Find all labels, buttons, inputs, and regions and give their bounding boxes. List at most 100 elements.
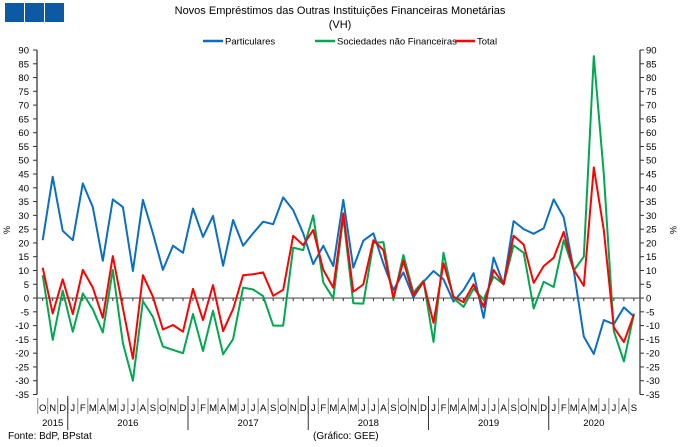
chart-subtitle: (VH)	[328, 19, 352, 31]
month-label: N	[410, 403, 417, 414]
y-tick-label-right: -35	[646, 390, 660, 401]
month-label: O	[520, 403, 527, 414]
y-tick-label-left: 5	[24, 280, 29, 291]
y-tick-label-right: 5	[646, 280, 651, 291]
y-tick-label-left: 55	[18, 142, 29, 153]
y-tick-label-left: 35	[18, 197, 29, 208]
y-tick-label-left: 60	[18, 128, 29, 139]
y-tick-label-right: 55	[646, 142, 657, 153]
y-tick-label-left: 90	[18, 46, 29, 57]
y-tick-label-right: 45	[646, 170, 657, 181]
chart-credit: (Gráfico: GEE)	[313, 431, 379, 442]
month-label: S	[150, 403, 156, 414]
month-label: M	[570, 403, 578, 414]
y-tick-label-right: 65	[646, 114, 657, 125]
year-label: 2015	[42, 418, 63, 429]
y-axis-label-right: %	[668, 226, 678, 234]
y-tick-label-right: 35	[646, 197, 657, 208]
y-tick-label-right: 85	[646, 59, 657, 70]
year-label: 2017	[238, 418, 259, 429]
y-tick-label-right: 70	[646, 101, 657, 112]
month-label: A	[340, 403, 347, 414]
y-tick-label-left: -15	[15, 335, 29, 346]
y-tick-label-right: 60	[646, 128, 657, 139]
chart-title: Novos Empréstimos das Outras Instituiçõe…	[174, 5, 506, 17]
y-tick-label-left: -10	[15, 321, 29, 332]
month-label: A	[380, 403, 387, 414]
month-label: M	[329, 403, 337, 414]
month-label: M	[450, 403, 458, 414]
y-tick-label-left: -20	[15, 349, 29, 360]
month-label: A	[581, 403, 588, 414]
y-tick-label-right: 0	[646, 294, 651, 305]
month-label: M	[109, 403, 117, 414]
y-tick-label-right: 20	[646, 238, 657, 249]
y-tick-label-right: 30	[646, 211, 657, 222]
month-label: O	[159, 403, 166, 414]
month-label: M	[89, 403, 97, 414]
month-label: J	[251, 403, 256, 414]
month-label: D	[540, 403, 547, 414]
month-label: J	[70, 403, 75, 414]
month-label: D	[180, 403, 187, 414]
month-label: J	[491, 403, 496, 414]
month-label: J	[481, 403, 486, 414]
year-label: 2020	[583, 418, 604, 429]
y-tick-label-left: 25	[18, 225, 29, 236]
month-label: M	[349, 403, 357, 414]
month-label: O	[279, 403, 286, 414]
source-note: Fonte: BdP, BPstat	[8, 431, 92, 442]
year-label: 2016	[117, 418, 138, 429]
month-label: F	[80, 403, 86, 414]
y-tick-label-right: 90	[646, 46, 657, 57]
y-tick-label-left: 10	[18, 266, 29, 277]
month-label: F	[441, 403, 447, 414]
month-label: J	[311, 403, 316, 414]
month-label: J	[371, 403, 376, 414]
month-label: A	[220, 403, 227, 414]
year-label: 2018	[358, 418, 379, 429]
y-tick-label-left: 50	[18, 156, 29, 167]
month-label: M	[590, 403, 598, 414]
y-tick-label-right: 40	[646, 183, 657, 194]
month-label: J	[120, 403, 125, 414]
month-label: D	[300, 403, 307, 414]
month-label: J	[611, 403, 616, 414]
month-label: S	[270, 403, 276, 414]
y-tick-label-right: -25	[646, 362, 660, 373]
month-label: D	[59, 403, 66, 414]
month-label: M	[209, 403, 217, 414]
logo-square-3	[45, 3, 64, 22]
y-tick-label-right: 80	[646, 73, 657, 84]
month-label: A	[100, 403, 107, 414]
month-label: A	[260, 403, 267, 414]
month-label: N	[170, 403, 177, 414]
y-tick-label-left: 65	[18, 114, 29, 125]
month-label: J	[551, 403, 556, 414]
month-label: F	[200, 403, 206, 414]
month-label: A	[460, 403, 467, 414]
month-label: J	[361, 403, 366, 414]
y-tick-label-right: 25	[646, 225, 657, 236]
month-label: J	[241, 403, 246, 414]
month-label: S	[631, 403, 637, 414]
y-tick-label-left: 80	[18, 73, 29, 84]
y-tick-label-left: -35	[15, 390, 29, 401]
y-tick-label-left: -30	[15, 376, 29, 387]
y-tick-label-right: -10	[646, 321, 660, 332]
y-tick-label-right: 15	[646, 252, 657, 263]
y-tick-label-left: -5	[21, 307, 29, 318]
month-label: J	[131, 403, 136, 414]
y-tick-label-left: 20	[18, 238, 29, 249]
month-label: A	[500, 403, 507, 414]
month-label: J	[601, 403, 606, 414]
y-tick-label-right: -30	[646, 376, 660, 387]
y-tick-label-left: 70	[18, 101, 29, 112]
legend-label-1: Sociedades não Financeiras	[337, 37, 457, 48]
y-tick-label-left: 30	[18, 211, 29, 222]
month-label: D	[420, 403, 427, 414]
month-label: J	[431, 403, 436, 414]
y-axis-label-left: %	[2, 226, 12, 234]
